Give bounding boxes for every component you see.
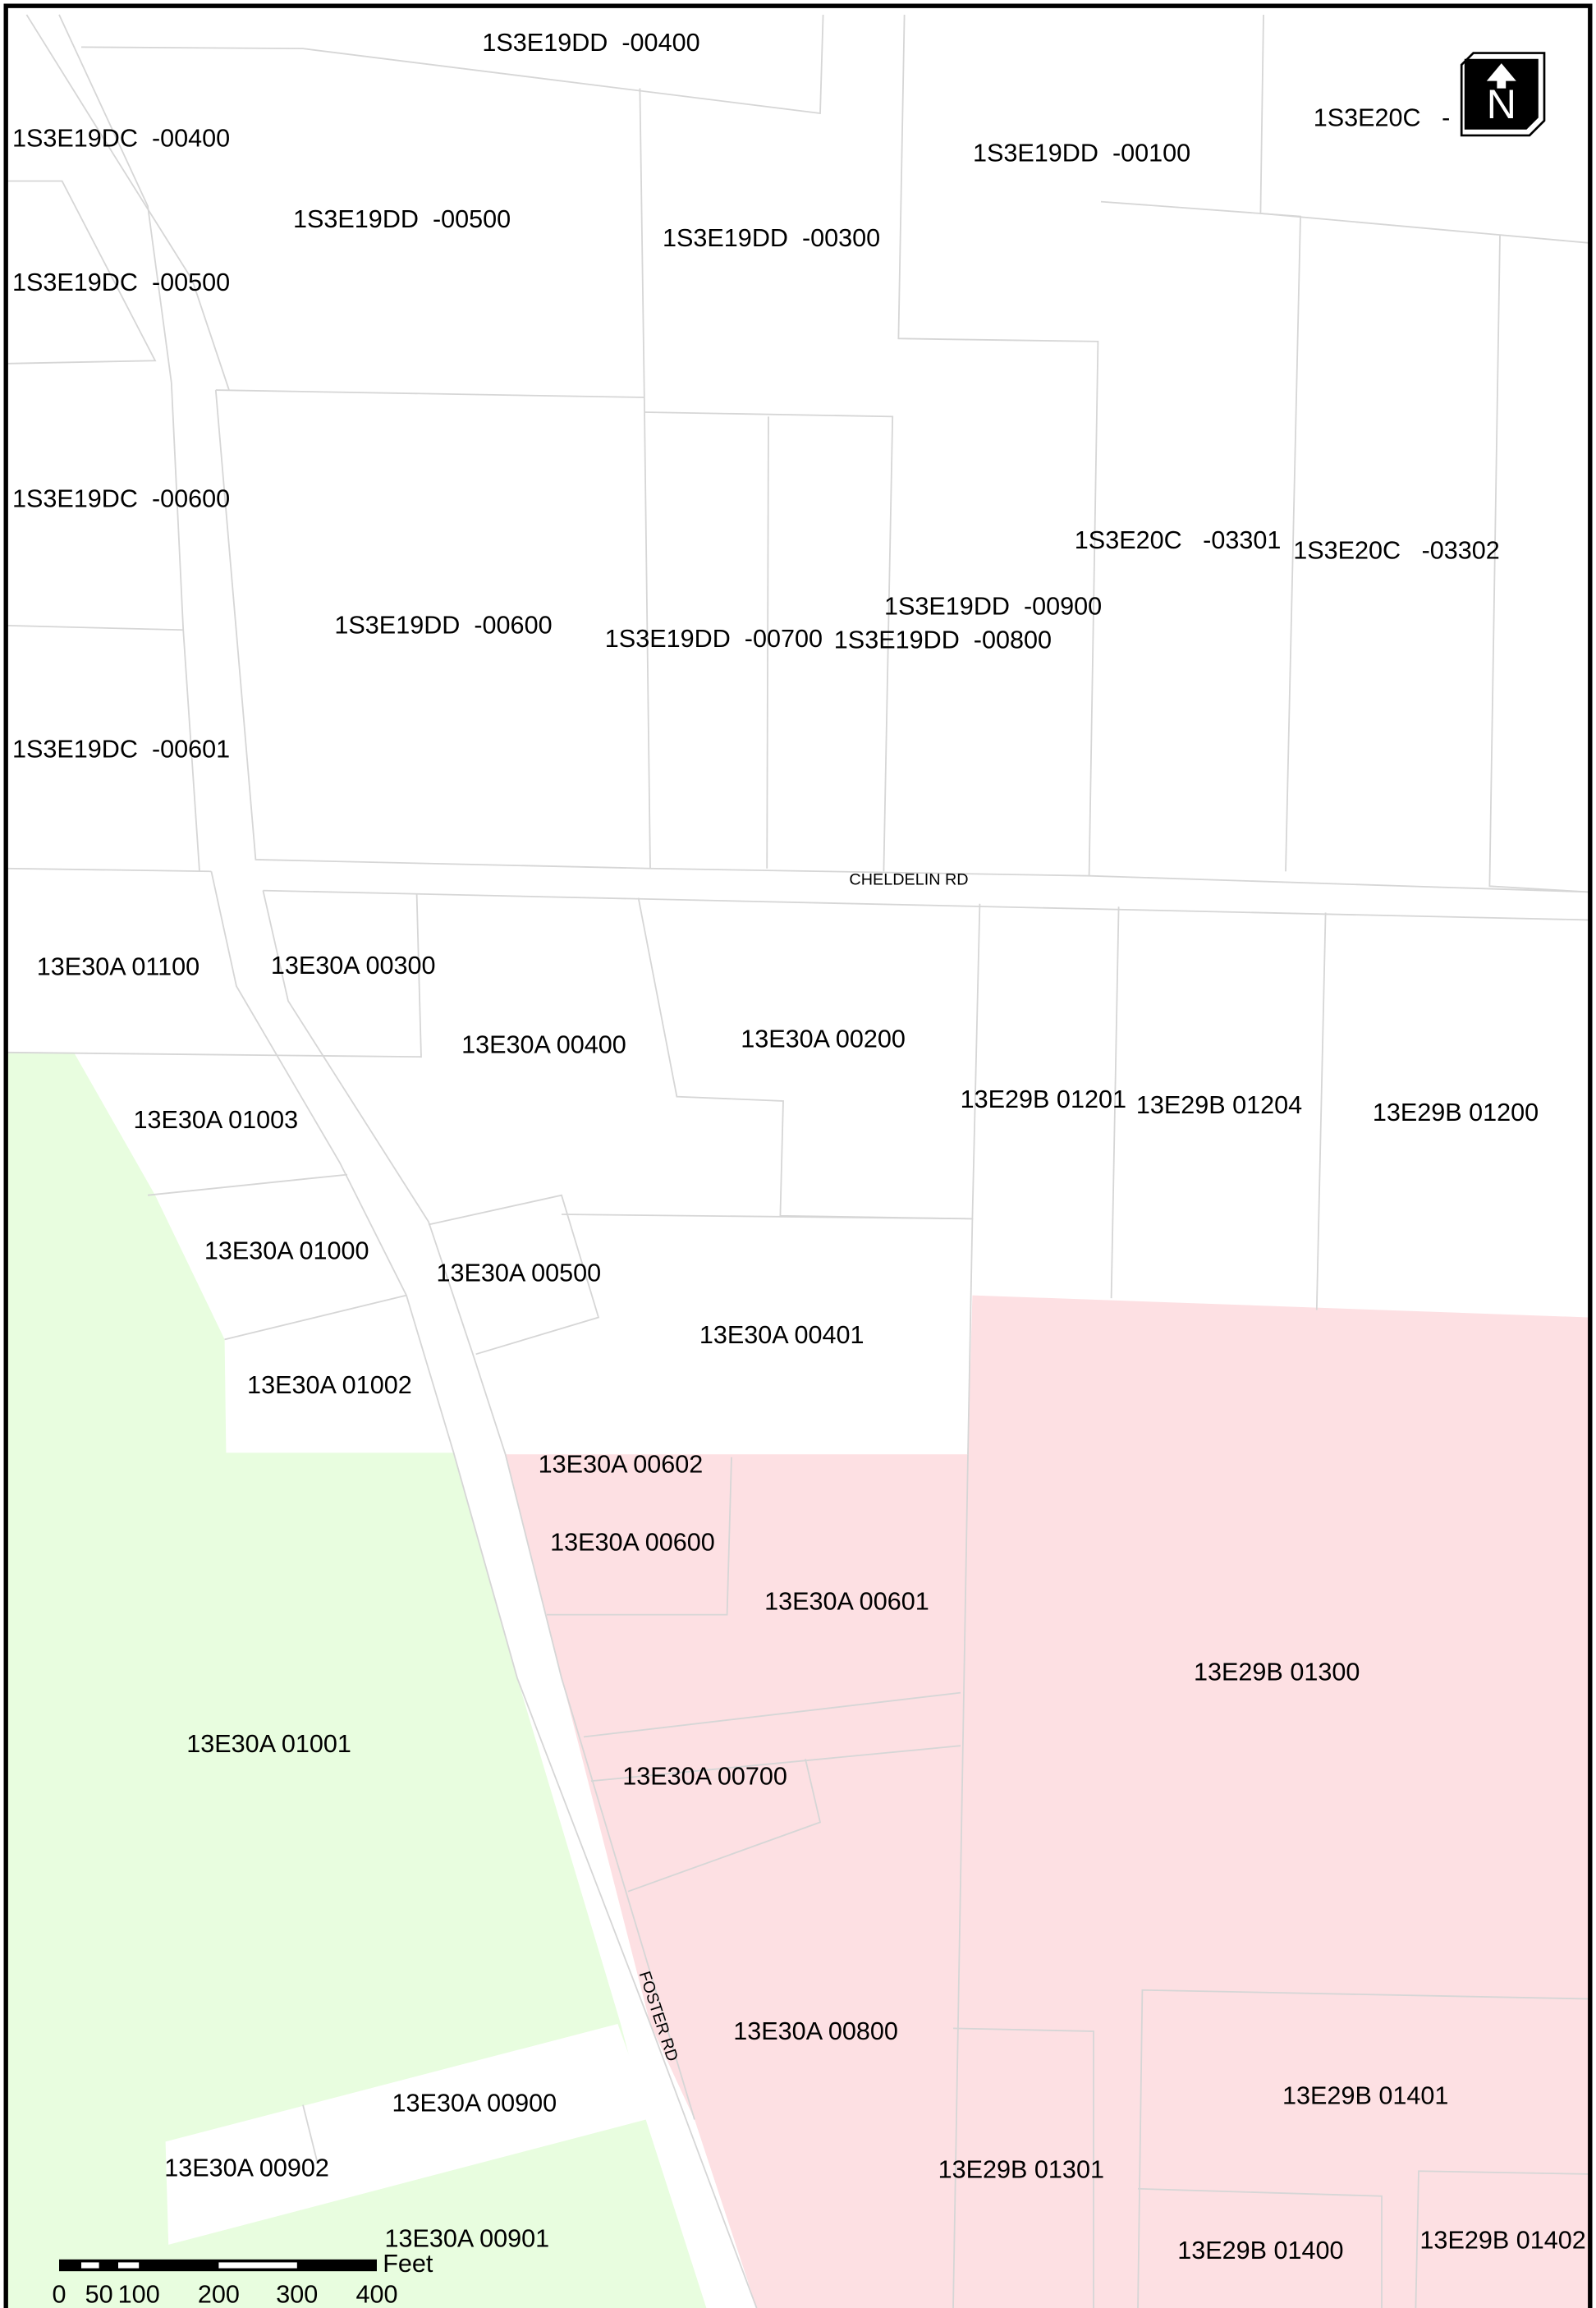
scale-label: 0 (52, 2281, 66, 2308)
parcel-label: 1S3E19DD -00500 (293, 205, 511, 233)
parcel-label: 13E30A 00902 (164, 2154, 329, 2182)
parcel-label: 13E29B 01401 (1282, 2082, 1448, 2110)
parcel-label: 13E30A 00900 (392, 2090, 557, 2118)
parcel-label: 1S3E20C -03302 (1293, 536, 1500, 564)
parcel-label: 13E30A 00600 (550, 1529, 715, 1557)
parcel-label: 1S3E19DD -00400 (482, 29, 699, 57)
parcel-label: 13E30A 00400 (461, 1031, 626, 1059)
scale-bar (59, 2259, 377, 2272)
parcel-label: 13E29B 01200 (1373, 1099, 1539, 1126)
parcel-label: 1S3E19DD -00300 (663, 224, 880, 252)
north-label: N (1487, 80, 1516, 127)
parcel-label: 1S3E20C - (1314, 103, 1451, 131)
scale-label: 400 (355, 2281, 397, 2308)
scale-unit: Feet (383, 2250, 433, 2278)
parcel-label: 1S3E19DD -00100 (973, 139, 1190, 167)
parcel-label: 1S3E19DD -00600 (334, 612, 552, 640)
parcel-label: 1S3E19DD -00800 (834, 626, 1052, 654)
parcel-label: 13E30A 01003 (133, 1106, 298, 1134)
frame (3, 3, 1593, 2308)
parcel-label: 13E29B 01201 (961, 1085, 1126, 1113)
parcel-label: 13E30A 00300 (271, 952, 436, 980)
parcel-label: 13E30A 01001 (186, 1730, 351, 1758)
parcel-white (165, 2024, 646, 2245)
parcel-label: 13E30A 00500 (436, 1260, 601, 1287)
parcel-label: 1S3E19DC -00600 (12, 485, 230, 513)
parcel-label: 13E29B 01402 (1419, 2226, 1585, 2254)
parcel-label: 13E30A 00401 (699, 1321, 864, 1349)
parcel-boundaries (7, 14, 1589, 2308)
parcel-label: 13E30A 00200 (741, 1026, 906, 1053)
scale-label: 200 (198, 2281, 240, 2308)
scale-label: 50 (85, 2281, 113, 2308)
parcel-label: 13E30A 00602 (539, 1451, 704, 1479)
zone-green (7, 1052, 707, 2308)
parcel-label: 1S3E19DC -00500 (12, 268, 230, 296)
parcel-label: 1S3E19DD -00900 (884, 592, 1102, 620)
zone-pink (505, 1295, 1589, 2308)
north-arrow: N (1460, 52, 1546, 137)
parcel-label: 1S3E19DD -00700 (605, 625, 823, 653)
parcel-label: 13E30A 00901 (384, 2225, 549, 2253)
parcel-label: 13E30A 01002 (247, 1371, 412, 1399)
parcel-label: 13E30A 01000 (204, 1237, 369, 1265)
parcel-label: 13E30A 01100 (37, 953, 200, 981)
parcel-label: 13E29B 01204 (1136, 1091, 1302, 1119)
parcel-label: 13E30A 00800 (733, 2017, 898, 2045)
parcel-label: 13E29B 01301 (938, 2155, 1104, 2183)
parcel-label: 13E30A 00700 (622, 1763, 787, 1791)
road-label: CHELDELIN RD (849, 870, 968, 888)
parcel-label: 13E29B 01400 (1177, 2237, 1343, 2264)
parcel-label: 1S3E20C -03301 (1075, 526, 1282, 554)
parcel-label: 13E29B 01300 (1194, 1658, 1360, 1686)
scale-label: 100 (118, 2281, 160, 2308)
parcel-label: 1S3E19DC -00400 (12, 124, 230, 152)
parcel-label: 13E30A 00601 (764, 1587, 929, 1615)
parcel-label: 1S3E19DC -00601 (12, 735, 230, 763)
scale-label: 300 (276, 2281, 318, 2308)
